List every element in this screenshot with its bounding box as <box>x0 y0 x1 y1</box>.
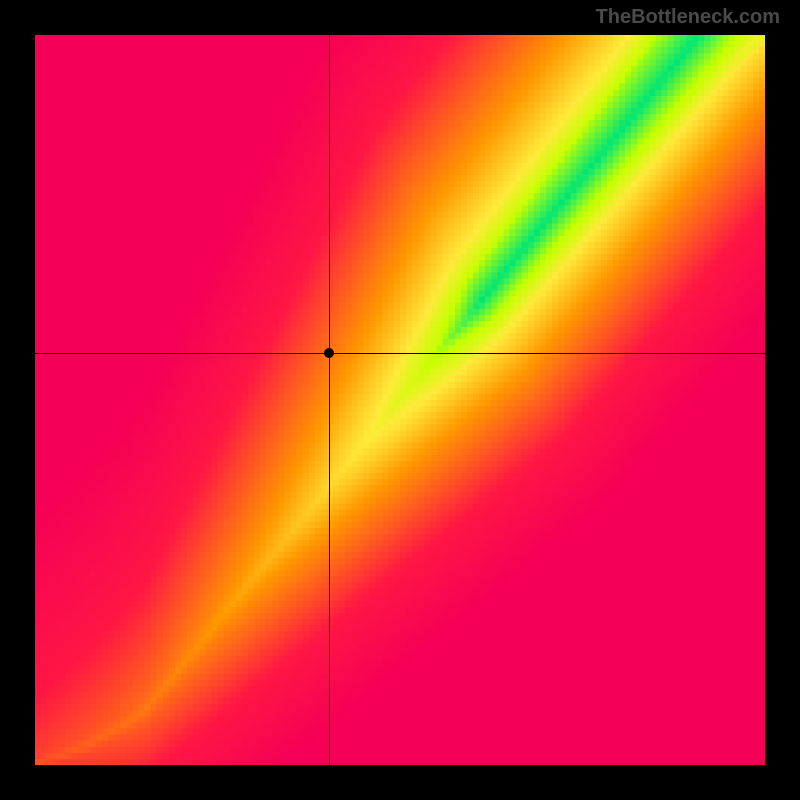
plot-area <box>35 35 765 765</box>
crosshair-vertical <box>329 35 330 765</box>
crosshair-horizontal <box>35 353 765 354</box>
heatmap-canvas <box>35 35 765 765</box>
watermark-text: TheBottleneck.com <box>596 6 780 29</box>
marker-dot <box>324 348 334 358</box>
